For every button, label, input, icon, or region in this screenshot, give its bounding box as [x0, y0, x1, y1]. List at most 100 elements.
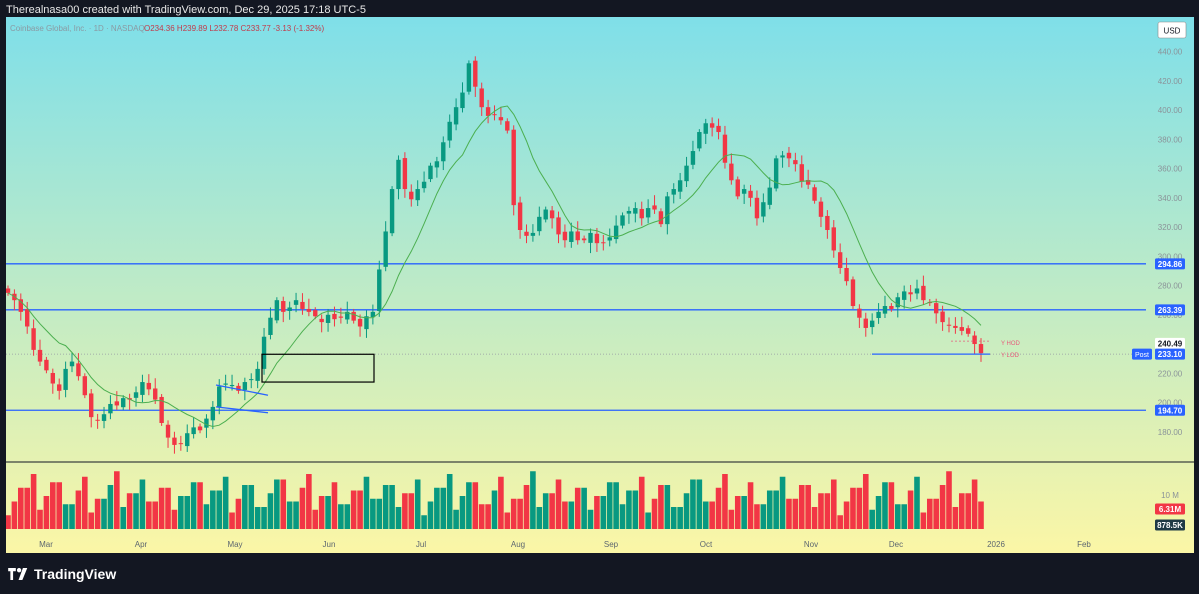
volume-bar	[926, 498, 933, 529]
candle-body	[332, 313, 337, 320]
volume-bar	[779, 476, 786, 529]
volume-bar	[722, 474, 728, 529]
candle-body	[389, 189, 395, 234]
candle-body	[613, 225, 619, 240]
volume-bar	[376, 498, 383, 529]
volume-bar	[312, 509, 319, 529]
candle-body	[556, 217, 561, 235]
candle-body	[562, 231, 568, 241]
candle-body	[972, 335, 977, 345]
candle-body	[447, 121, 452, 141]
candle-body	[357, 318, 363, 327]
volume-bar	[171, 509, 178, 529]
candle-body	[876, 311, 881, 319]
volume-bar	[120, 507, 127, 529]
y-lod-label: Y LOD	[1001, 353, 1020, 359]
time-axis[interactable]: Mar Apr May Jun Jul Aug Sep Oct Nov Dec 2026 Feb	[39, 540, 1091, 549]
candle-body	[396, 159, 401, 190]
volume-bar	[37, 509, 43, 529]
price-tick-label: 180.00	[1158, 428, 1183, 437]
candle-body	[665, 196, 670, 225]
volume-bar	[939, 485, 946, 529]
level-layer[interactable]	[6, 263, 1146, 411]
candle-body	[549, 210, 555, 219]
candle-body	[133, 392, 139, 398]
volume-bar	[350, 490, 357, 529]
candle-body	[236, 385, 241, 391]
volume-bar	[958, 493, 965, 529]
drawing-layer[interactable]	[215, 340, 990, 414]
volume-bar	[747, 482, 754, 529]
price-tick-label: 220.00	[1158, 369, 1183, 378]
candle-body	[18, 299, 24, 312]
volume-bar	[139, 479, 146, 529]
candle-body	[863, 318, 868, 328]
volume-bar	[242, 485, 248, 529]
price-axis[interactable]: 180.00200.00220.00240.00260.00280.00300.…	[1158, 48, 1183, 500]
candle-body	[261, 336, 267, 369]
candle-body	[837, 252, 843, 269]
candle-body	[933, 303, 939, 314]
candle-body	[114, 401, 120, 406]
candle-body	[191, 427, 196, 435]
footer-brand[interactable]: TradingView	[8, 566, 116, 582]
ohlc-values: O234.36 H239.89 L232.78 C233.77 -3.13 (-…	[144, 24, 324, 33]
volume-bar	[709, 501, 715, 529]
volume-bar	[325, 496, 331, 529]
time-tick-label: Feb	[1077, 540, 1091, 549]
volume-bar	[389, 485, 395, 529]
volume-tag: 6.31M	[1159, 505, 1182, 514]
candle-body	[895, 297, 900, 308]
candle-body	[370, 311, 376, 318]
volume-bar	[440, 487, 447, 529]
candle-body	[498, 117, 504, 121]
time-tick-label: Nov	[804, 540, 818, 549]
time-tick-label: Jun	[323, 540, 336, 549]
volume-bar	[843, 501, 850, 529]
volume-bar	[197, 482, 203, 529]
volume-bar	[472, 482, 479, 529]
volume-bar	[184, 496, 191, 529]
candle-body	[473, 60, 478, 87]
volume-bar	[830, 479, 837, 529]
volume-bar	[574, 487, 581, 529]
candle-body	[249, 379, 254, 381]
candle-body	[716, 125, 721, 133]
candle-body	[485, 107, 491, 116]
candle-body	[319, 318, 324, 323]
chart-frame[interactable]: 180.00200.00220.00240.00260.00280.00300.…	[6, 17, 1194, 553]
candle-body	[338, 316, 344, 318]
candle-body	[25, 309, 30, 327]
candle-body	[953, 325, 958, 328]
currency-button[interactable]: USD	[1157, 21, 1187, 39]
price-tick-label: 320.00	[1158, 223, 1183, 232]
candle-body	[345, 311, 350, 320]
volume-bar	[459, 496, 466, 529]
volume-bar	[165, 487, 171, 529]
candle-body	[434, 161, 440, 168]
price-tick-label: 440.00	[1158, 48, 1183, 57]
volume-bar	[75, 490, 82, 529]
volume-bar	[690, 479, 696, 529]
candle-body	[594, 233, 600, 244]
volume-bar	[126, 493, 133, 529]
candle-body	[652, 205, 657, 210]
candle-body	[153, 388, 158, 400]
volume-bar	[261, 507, 267, 529]
chart-canvas[interactable]: 180.00200.00220.00240.00260.00280.00300.…	[6, 17, 1194, 553]
volume-bar	[824, 493, 831, 529]
volume-bar	[485, 504, 491, 529]
candle-body	[409, 191, 414, 200]
candle-body	[844, 268, 849, 282]
candle-body	[569, 231, 574, 242]
candle-body	[889, 306, 894, 309]
volume-bar	[523, 485, 530, 529]
candle-body	[76, 363, 81, 377]
candle-body	[978, 344, 984, 354]
volume-bar	[619, 504, 626, 529]
volume-ma-tag-bg	[1155, 519, 1185, 531]
candle-body	[415, 189, 420, 201]
candle-body	[537, 216, 542, 232]
price-tags: 294.86 263.39 194.70 240.49 233.10 Post 6.31M 8…	[1132, 258, 1185, 531]
tradingview-wordmark: TradingView	[34, 566, 117, 582]
